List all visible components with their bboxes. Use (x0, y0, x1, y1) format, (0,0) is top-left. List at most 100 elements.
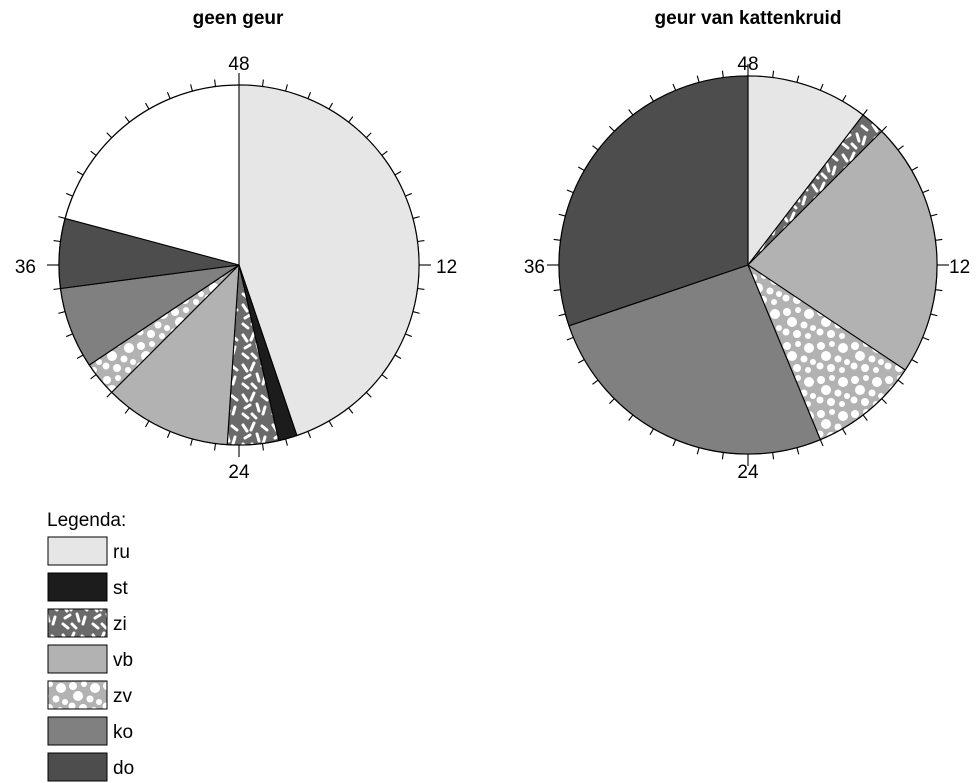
pie-tick (796, 447, 800, 455)
pie-tick (566, 336, 574, 341)
pie-tick (592, 145, 599, 151)
pie-tick (842, 94, 847, 102)
pie-tick (412, 216, 420, 219)
legend: Legenda: ru st zi vb zv ko do (47, 510, 134, 782)
pie-tick (566, 189, 574, 194)
legend-label-zv: zv (113, 686, 133, 707)
pie-tick (842, 428, 847, 436)
pie-slice-ko (568, 264, 822, 455)
tick-label-left: 36 (524, 257, 545, 278)
pie-tick (881, 398, 887, 404)
pie-chart-geur-van-kattenkruid: geur van kattenkruid 48 12 24 36 (524, 8, 970, 483)
pie-tick (772, 452, 775, 460)
pie-tick (897, 379, 904, 385)
pie-tick (628, 109, 634, 116)
pie-tick (897, 145, 904, 151)
pie-tick (190, 438, 193, 446)
pie-tick (609, 126, 615, 132)
pie-tick (553, 289, 561, 292)
pie-tick (166, 431, 171, 438)
pie-tick (721, 70, 724, 78)
pie-tick (772, 70, 775, 78)
tick-label-top: 48 (228, 54, 249, 75)
pie-tick (577, 166, 585, 171)
pie-tick (90, 374, 97, 380)
tick-label-right: 12 (949, 257, 970, 278)
pie-tick (285, 438, 288, 446)
tick-label-top: 48 (737, 54, 758, 75)
pie-tick (672, 83, 677, 91)
pie-tick (628, 414, 634, 421)
pie-tick (911, 359, 919, 364)
pie-tick (862, 414, 868, 421)
pie-tick (553, 238, 561, 241)
pie-tick (76, 354, 84, 359)
pie-tick (696, 75, 700, 83)
tick-label-bottom: 24 (737, 462, 759, 483)
pie-tick (819, 83, 824, 91)
pie-tick (106, 391, 113, 398)
pie-tick (53, 287, 61, 290)
pie-tick (592, 379, 599, 385)
legend-label-ko: ko (113, 722, 133, 743)
pie-tick (649, 428, 654, 436)
legend-swatch-ru (47, 536, 108, 566)
pie-tick (412, 311, 420, 314)
pie-tick (796, 75, 800, 83)
pie-tick (328, 420, 333, 428)
legend-swatch-do (47, 752, 108, 782)
pie-tick (405, 333, 412, 338)
tick-label-left: 36 (15, 257, 36, 278)
pie-tick (66, 333, 73, 338)
pie-tick (881, 126, 887, 132)
pie-tick (381, 374, 388, 380)
pie-tick (577, 359, 585, 364)
pie-tick (417, 287, 425, 290)
pie-tick (672, 439, 677, 447)
pie-tick (166, 92, 171, 99)
legend-swatch-vb (47, 644, 108, 674)
pie-tick (405, 192, 412, 197)
pie-tick (394, 354, 402, 359)
pie-tick (66, 192, 73, 197)
pie-tick (696, 447, 700, 455)
pie-tick (261, 79, 264, 87)
pie-tick (417, 240, 425, 243)
pie-tick (214, 79, 217, 87)
pie-tick (935, 238, 943, 241)
pie-tick (558, 213, 566, 217)
pie-slice-ru (238, 84, 420, 437)
pie-tick (862, 109, 868, 116)
pie-tick (145, 102, 150, 110)
pie-slice-vb (747, 130, 938, 371)
chart-title: geur van kattenkruid (655, 8, 842, 29)
legend-swatch-st (47, 572, 108, 602)
pie-slice-zv (746, 263, 906, 441)
pie-slice-vb (110, 263, 240, 446)
pie-tick (819, 439, 824, 447)
pie-tick (935, 289, 943, 292)
pie-tick (922, 189, 930, 194)
legend-label-vb: vb (113, 650, 133, 671)
pie-chart-geen-geur: geen geur 48 12 24 36 (15, 8, 457, 483)
pie-tick (190, 84, 193, 92)
pie-tick (930, 313, 938, 317)
legend-swatch-zv (47, 680, 108, 710)
pie-tick (53, 240, 61, 243)
pie-tick (307, 92, 312, 99)
legend-label-do: do (113, 758, 134, 779)
pie-tick (911, 166, 919, 171)
pie-tick (328, 102, 333, 110)
pie-tick (261, 443, 264, 451)
pie-tick (394, 171, 402, 176)
legend-label-ru: ru (113, 542, 130, 563)
legend-swatch-ko (47, 716, 108, 746)
legend-swatch-zi (47, 608, 108, 638)
legend-label-st: st (113, 578, 129, 599)
pie-tick (922, 336, 930, 341)
pie-tick (381, 150, 388, 156)
pie-tick (348, 407, 354, 414)
tick-label-right: 12 (436, 257, 457, 278)
legend-label-zi: zi (113, 614, 127, 635)
